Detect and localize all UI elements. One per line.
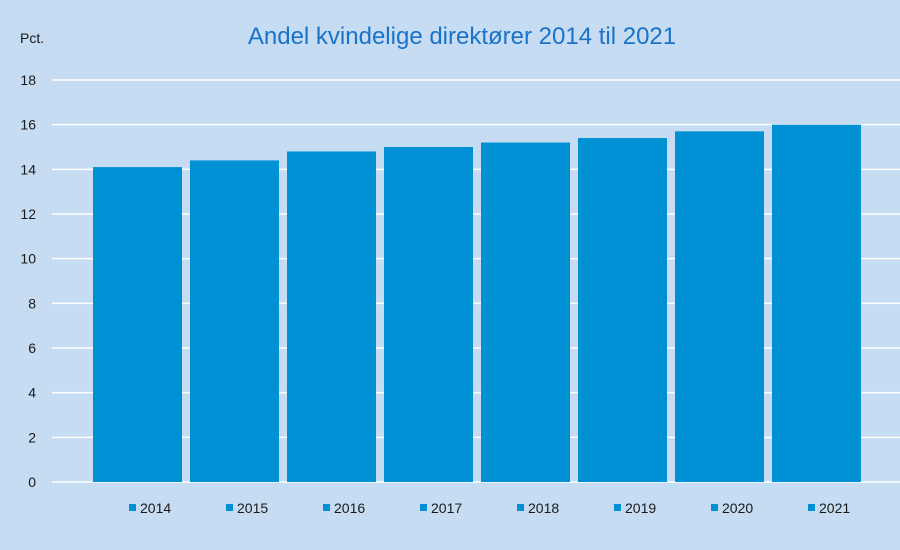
legend-label: 2018 (528, 500, 559, 516)
y-tick-label: 8 (28, 295, 36, 311)
legend-swatch (517, 504, 524, 511)
y-tick-label: 2 (28, 429, 36, 445)
legend-label: 2014 (140, 500, 171, 516)
bar-2018 (481, 142, 570, 483)
legend-swatch (129, 504, 136, 511)
y-tick-label: 10 (20, 251, 36, 267)
y-tick-label: 4 (28, 385, 36, 401)
y-tick-label: 16 (20, 117, 36, 133)
legend-label: 2020 (722, 500, 753, 516)
legend-swatch (323, 504, 330, 511)
legend-label: 2017 (431, 500, 462, 516)
y-tick-label: 14 (20, 161, 36, 177)
bar-2021 (772, 124, 861, 483)
y-axis-unit-label: Pct. (20, 30, 44, 46)
legend-label: 2021 (819, 500, 850, 516)
bar-2017 (384, 147, 473, 482)
y-tick-label: 6 (28, 340, 36, 356)
bar-2016 (287, 151, 376, 482)
legend-swatch (808, 504, 815, 511)
legend-swatch (226, 504, 233, 511)
legend-label: 2015 (237, 500, 268, 516)
legend-swatch (614, 504, 621, 511)
bars (93, 124, 861, 483)
y-tick-label: 18 (20, 72, 36, 88)
chart-title: Andel kvindelige direktører 2014 til 202… (248, 23, 676, 50)
y-axis-ticks: 0 2 4 6 8 10 12 14 16 18 (20, 72, 36, 490)
legend-label: 2016 (334, 500, 365, 516)
legend-swatch (420, 504, 427, 511)
legend: 2014 2015 2016 2017 2018 2019 2020 2021 (129, 500, 850, 516)
y-tick-label: 12 (20, 206, 36, 222)
bar-2019 (578, 138, 667, 483)
bar-2015 (190, 160, 279, 482)
y-tick-label: 0 (28, 474, 36, 490)
legend-label: 2019 (625, 500, 656, 516)
bar-2014 (93, 167, 182, 482)
legend-swatch (711, 504, 718, 511)
bar-2020 (675, 131, 764, 482)
